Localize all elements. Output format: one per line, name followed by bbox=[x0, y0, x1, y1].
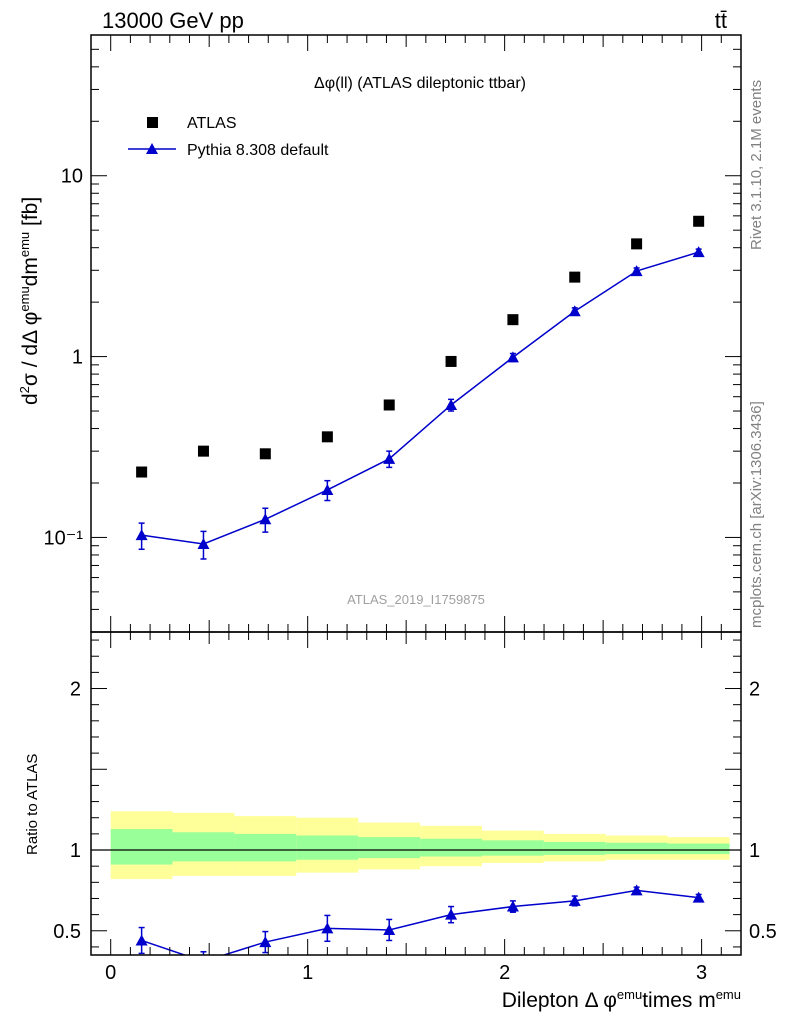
x-tick-label: 3 bbox=[696, 962, 707, 984]
stat-uncertainty-band bbox=[172, 832, 235, 862]
pythia-line bbox=[141, 251, 699, 545]
pythia-data-point bbox=[135, 529, 148, 541]
ratio-data-point bbox=[568, 894, 581, 906]
atlas-data-point bbox=[507, 314, 519, 326]
atlas-data-point bbox=[631, 238, 643, 250]
stat-uncertainty-band bbox=[420, 838, 482, 857]
legend: ATLAS Pythia 8.308 default bbox=[128, 115, 329, 159]
atlas-data-point bbox=[693, 215, 705, 227]
pythia-data-point bbox=[568, 305, 581, 317]
y-tick-label-top: 1 bbox=[72, 347, 83, 369]
legend-marker-pythia bbox=[146, 143, 158, 154]
legend-label-pythia: Pythia 8.308 default bbox=[187, 142, 329, 159]
pythia-data-point bbox=[445, 398, 458, 410]
y-tick-label-ratio-right: 1 bbox=[749, 840, 760, 862]
x-tick-label: 0 bbox=[105, 962, 116, 984]
pythia-data-point bbox=[321, 483, 334, 495]
ratio-data-point bbox=[630, 884, 643, 896]
stat-uncertainty-band bbox=[481, 840, 544, 856]
header-left: 13000 GeV pp bbox=[102, 8, 244, 33]
pythia-data-point bbox=[259, 513, 272, 525]
ratio-data-point bbox=[259, 936, 272, 948]
ratio-data-point bbox=[135, 934, 148, 946]
x-tick-label: 1 bbox=[302, 962, 313, 984]
pythia-data-point bbox=[630, 265, 643, 277]
ratio-data-point bbox=[692, 891, 705, 903]
side-text-bottom: mcplots.cern.ch [arXiv:1306.3436] bbox=[748, 401, 765, 628]
analysis-watermark: ATLAS_2019_I1759875 bbox=[347, 592, 485, 607]
plot-title: Δφ(ll) (ATLAS dileptonic ttbar) bbox=[314, 75, 526, 92]
stat-uncertainty-band bbox=[667, 843, 730, 855]
atlas-data-point bbox=[136, 466, 148, 478]
ratio-plot-panel: 0.5 0.5 1 1 2 2 0 1 2 3 Ratio to ATLAS Dilepton Δ… bbox=[24, 631, 777, 1012]
y-tick-label-top: 10⁻¹ bbox=[44, 527, 84, 549]
pythia-data-point bbox=[506, 351, 519, 363]
stat-uncertainty-band bbox=[358, 837, 421, 859]
atlas-data-point bbox=[197, 445, 209, 457]
atlas-data-point bbox=[321, 431, 333, 443]
y-tick-label-ratio: 1 bbox=[70, 840, 81, 862]
header-right: tt̄ bbox=[715, 8, 727, 33]
ratio-data-point bbox=[383, 923, 396, 935]
stat-uncertainty-band bbox=[296, 835, 359, 860]
stat-uncertainty-band bbox=[543, 841, 606, 855]
atlas-data-point bbox=[445, 355, 457, 367]
legend-marker-atlas bbox=[147, 117, 158, 128]
y-tick-label-top: 10 bbox=[61, 166, 83, 188]
ratio-line bbox=[141, 889, 699, 955]
pythia-data-point bbox=[197, 537, 210, 549]
atlas-data-point bbox=[383, 399, 395, 411]
y-tick-label-ratio: 0.5 bbox=[53, 921, 81, 943]
ratio-data-point bbox=[321, 922, 334, 934]
x-axis-label: Dilepton Δ φemutimes memu bbox=[502, 987, 741, 1012]
y-axis-label-ratio: Ratio to ATLAS bbox=[24, 754, 41, 855]
legend-label-atlas: ATLAS bbox=[187, 115, 237, 132]
stat-uncertainty-band bbox=[605, 842, 668, 855]
y-tick-label-ratio-right: 2 bbox=[749, 679, 760, 701]
ratio-plot-frame bbox=[90, 631, 742, 956]
ratio-content bbox=[91, 811, 741, 966]
stat-uncertainty-band bbox=[110, 829, 173, 865]
stat-uncertainty-band bbox=[234, 833, 297, 862]
x-tick-label: 2 bbox=[499, 962, 510, 984]
y-tick-label-ratio-right: 0.5 bbox=[749, 921, 777, 943]
atlas-data-point bbox=[259, 448, 271, 460]
ratio-data-point bbox=[445, 908, 458, 920]
pythia-data-point bbox=[692, 246, 705, 258]
atlas-data-point bbox=[569, 271, 581, 283]
y-axis-label-top: d2σ / dΔ φemudmemu [fb] bbox=[17, 197, 42, 405]
y-tick-label-ratio: 2 bbox=[70, 679, 81, 701]
ratio-data-point bbox=[197, 955, 209, 966]
pythia-data-point bbox=[383, 452, 396, 464]
side-text-top: Rivet 3.1.10, 2.1M events bbox=[748, 80, 765, 250]
ratio-data-point bbox=[506, 900, 519, 912]
